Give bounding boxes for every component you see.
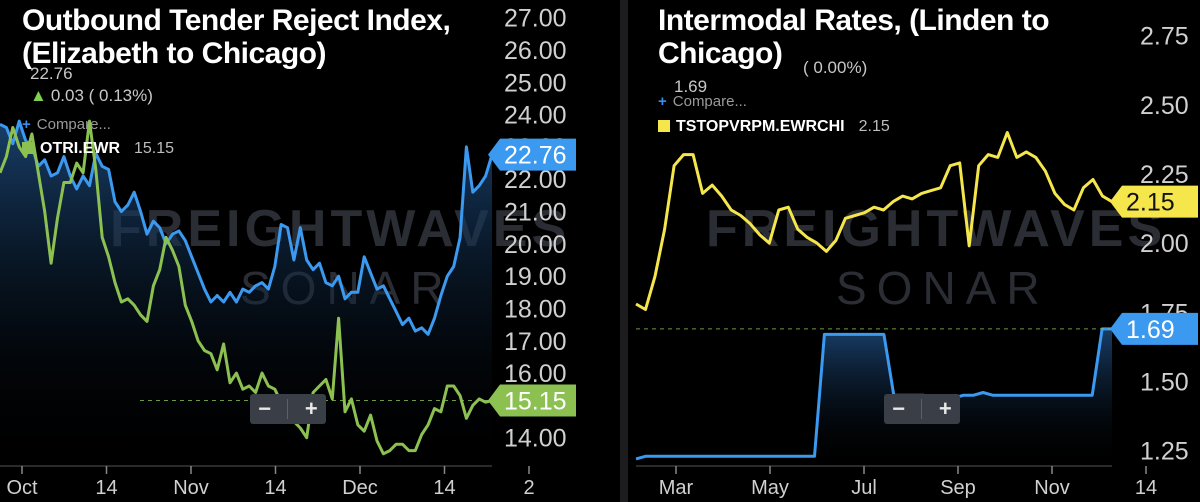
y-tick-label: 26.00 [504,37,567,65]
last-value-badge [488,384,576,417]
up-arrow-icon: ▲ [30,86,47,105]
legend-value: 2.15 [858,118,890,135]
intermodal-current-value: 1.69 [674,77,708,96]
y-tick-label: 27.00 [504,5,567,33]
series-area [636,328,1112,470]
zoom-in-button[interactable]: + [304,396,318,421]
intermodal-chart: FREIGHTWAVESSONAR1.251.501.752.002.252.5… [635,23,1198,499]
intermodal-title-line1: Intermodal Rates, (Linden to [658,4,1050,37]
zoom-out-button[interactable]: − [258,396,272,421]
y-tick-label: 25.00 [504,69,567,97]
series-line [635,131,1113,311]
intermodal-change: ( 0.00%) [803,58,868,77]
series-area [0,121,492,470]
plus-icon: + [22,116,31,133]
series-line [0,119,494,336]
intermodal-chart-title: Intermodal Rates, (Linden to Chicago) 1.6… [658,4,1050,103]
y-tick-label: 14.00 [504,425,567,453]
otri-current-value: 22.76 [30,64,73,83]
series-line [635,327,1112,461]
x-tick-label: 14 [264,477,286,499]
x-tick-label: 2 [523,477,534,499]
otri-chart: FREIGHTWAVESSONAR14.0015.0016.0017.0018.… [0,5,576,499]
zoom-out-button[interactable]: − [892,396,906,421]
y-tick-label: 17.00 [504,328,567,356]
y-tick-label: 1.50 [1140,368,1189,396]
otri-title-line1: Outbound Tender Reject Index, [22,4,451,37]
y-tick-label: 2.75 [1140,23,1189,51]
x-tick-label: Mar [659,477,694,499]
intermodal-zoom-controls: − + [884,394,960,424]
last-value-badge-text: 22.76 [504,142,567,170]
otri-change: ▲ 0.03 ( 0.13%) [30,86,153,106]
y-tick-label: 21.00 [504,199,567,227]
legend-value: 15.15 [134,140,175,157]
y-tick-label: 22.00 [504,166,567,194]
x-tick-label: 14 [95,477,117,499]
x-tick-label: Nov [173,477,209,499]
intermodal-title-line2: Chicago) [658,37,783,70]
otri-change-text: 0.03 ( 0.13%) [50,86,153,105]
otri-chart-panel: FREIGHTWAVESSONAR14.0015.0016.0017.0018.… [0,4,576,499]
y-tick-label: 2.25 [1140,161,1189,189]
x-tick-label: Dec [342,477,378,499]
y-tick-label: 2.50 [1140,92,1189,120]
plus-icon: + [658,93,667,110]
legend-swatch [22,142,34,154]
y-tick-label: 2.00 [1140,230,1189,258]
intermodal-title-line2-wrap: Chicago) 1.69 [658,37,1049,103]
y-tick-label: 18.00 [504,295,567,323]
watermark-text: FREIGHTWAVES [706,200,1166,258]
last-value-badge-text: 15.15 [504,388,567,416]
y-tick-label: 20.00 [504,231,567,259]
series-line [0,119,493,456]
intermodal-compare-button[interactable]: + Compare... [658,93,747,110]
otri-zoom-controls: − + [250,394,326,424]
y-tick-label: 24.00 [504,102,567,130]
x-tick-label: 14 [433,477,455,499]
y-tick-label: 19.00 [504,263,567,291]
intermodal-legend-tstop[interactable]: TSTOPVRPM.EWRCHI 2.15 [658,118,890,136]
last-value-badge [1110,312,1198,345]
otri-legend-ewr[interactable]: OTRI.EWR 15.15 [22,140,174,158]
zoom-in-button[interactable]: + [938,396,952,421]
legend-swatch [658,120,670,132]
last-value-badge-text: 1.69 [1126,316,1175,344]
last-value-badge [1110,185,1198,218]
x-tick-label: Sep [940,477,976,499]
x-tick-label: 14 [1135,477,1157,499]
watermark-text: SONAR [836,262,1050,314]
otri-chart-title: Outbound Tender Reject Index, (Elizabeth… [22,4,451,70]
panel-divider [620,0,628,502]
y-tick-label: 1.25 [1140,438,1189,466]
last-value-badge [488,138,576,171]
otri-title-line2: (Elizabeth to Chicago) [22,37,327,70]
x-tick-label: Oct [6,477,38,499]
y-tick-label: 16.00 [504,360,567,388]
x-tick-label: May [751,477,789,499]
intermodal-chart-panel: FREIGHTWAVESSONAR1.251.501.752.002.252.5… [628,0,1200,502]
x-tick-label: Jul [851,477,877,499]
otri-compare-button[interactable]: + Compare... [22,116,111,133]
x-tick-label: Nov [1034,477,1070,499]
last-value-badge-text: 2.15 [1126,189,1175,217]
